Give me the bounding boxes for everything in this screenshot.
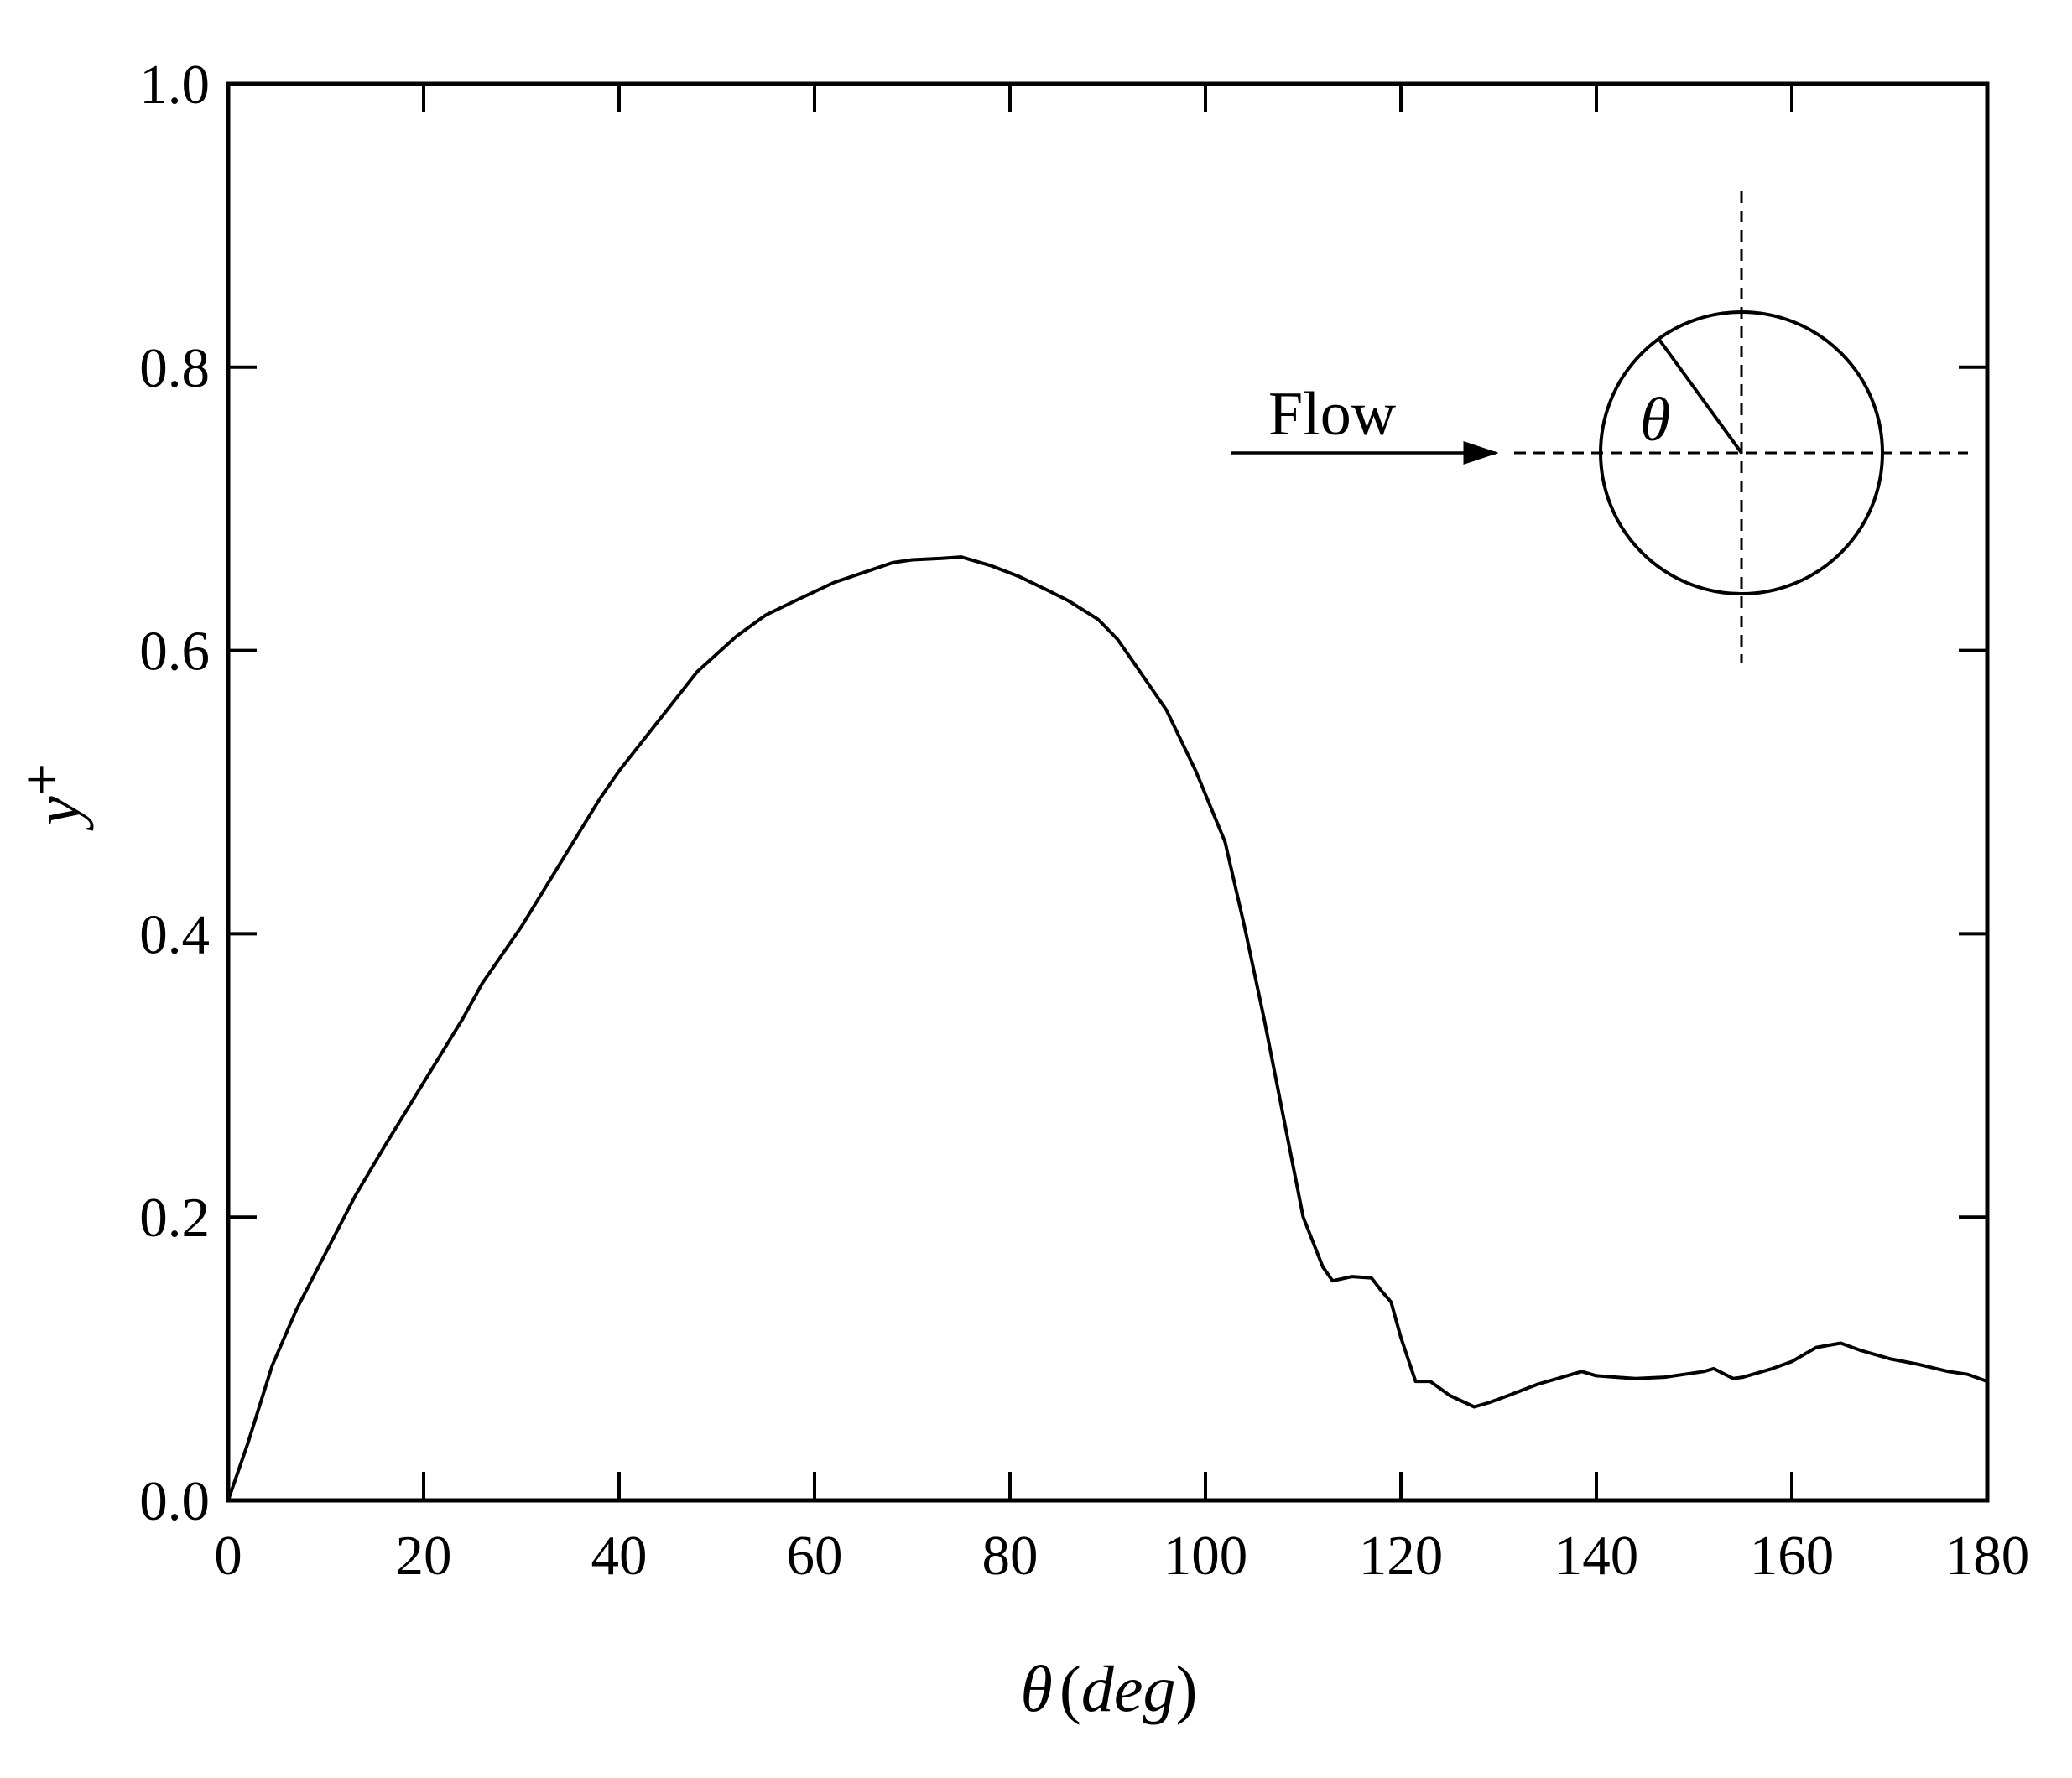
tick-labels: 0 20 40 60 80 100 120 140 160 180 0.0 0.2 0.4 0.6 0.8 1… xyxy=(139,54,2029,1587)
x-tick-label: 80 xyxy=(982,1525,1039,1587)
y-tick-label: 0.2 xyxy=(139,1187,210,1249)
flow-schematic-inset: Flow θ xyxy=(1231,191,1968,663)
x-tick-label: 40 xyxy=(591,1525,648,1587)
x-tick-label: 120 xyxy=(1359,1525,1444,1587)
x-tick-label: 100 xyxy=(1164,1525,1248,1587)
x-tick-label: 20 xyxy=(396,1525,452,1587)
y-axis-title: y+ xyxy=(10,763,94,831)
x-tick-label: 60 xyxy=(787,1525,843,1587)
x-tick-label: 180 xyxy=(1945,1525,2030,1587)
x-axis-title: θ (deg) xyxy=(1021,1652,1198,1725)
y-tick-label: 0.6 xyxy=(139,621,210,683)
y-tick-label: 0.4 xyxy=(139,903,210,965)
theta-angle-label: θ xyxy=(1640,386,1670,455)
series-line xyxy=(226,555,1988,1501)
x-tick-label: 0 xyxy=(214,1525,242,1587)
y-tick-label: 0.8 xyxy=(139,337,210,399)
radius-line xyxy=(1658,338,1743,455)
y-tick-label: 0.0 xyxy=(139,1470,210,1532)
plot-frame xyxy=(226,81,1990,1503)
cylinder-circle xyxy=(1599,310,1884,595)
axis-ticks xyxy=(226,82,1989,1502)
flow-label: Flow xyxy=(1268,380,1397,449)
x-tick-label: 160 xyxy=(1750,1525,1835,1587)
x-tick-label: 140 xyxy=(1554,1525,1639,1587)
y-tick-label: 1.0 xyxy=(139,54,210,116)
